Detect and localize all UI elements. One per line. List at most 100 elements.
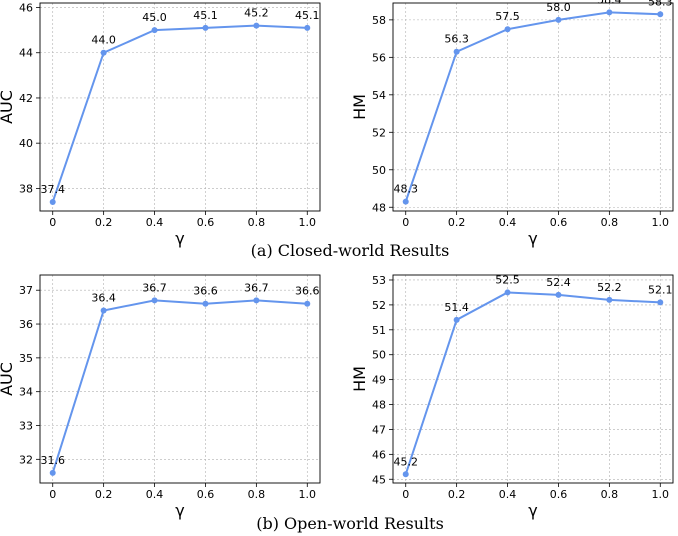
data-label: 36.4 (91, 292, 116, 305)
x-axis-label: γ (175, 229, 184, 248)
gridlines (393, 3, 673, 211)
data-label: 36.6 (193, 285, 218, 298)
data-point (151, 297, 158, 304)
data-label: 57.5 (495, 10, 520, 23)
x-tick-label: 1.0 (652, 216, 670, 229)
y-tick-label: 38 (19, 182, 33, 195)
caption-closed-world: (a) Closed-world Results (251, 241, 450, 260)
x-tick-label: 0.6 (550, 216, 568, 229)
y-tick-label: 33 (19, 420, 33, 433)
data-label: 58.0 (546, 1, 571, 14)
data-label: 44.0 (91, 34, 116, 47)
data-label: 45.2 (393, 455, 418, 468)
data-label: 36.6 (295, 285, 320, 298)
plot-frame (39, 274, 321, 484)
y-tick-label: 40 (19, 137, 33, 150)
data-point (657, 11, 664, 18)
data-label: 52.2 (597, 281, 622, 294)
data-label: 31.6 (40, 454, 65, 467)
series-line-auc (51, 299, 308, 474)
caption-open-world: (b) Open-world Results (256, 514, 444, 533)
chart-open-hm: 0 0.2 0.4 0.6 0.8 1.0 45 46 47 48 49 50 51 52 53 HM γ 45.… (350, 273, 674, 520)
x-tick-label: 0.2 (95, 488, 113, 501)
y-tick-label: 51 (372, 324, 386, 337)
data-label: 58.3 (648, 0, 673, 8)
data-label: 45.0 (142, 11, 167, 24)
y-tick-label: 48 (372, 201, 386, 214)
data-label: 36.7 (142, 281, 167, 294)
data-point (253, 22, 260, 29)
x-axis-label: γ (528, 501, 537, 520)
y-axis-label: HM (350, 94, 369, 120)
data-point (504, 26, 511, 33)
gridlines (40, 275, 320, 483)
y-tick-label: 37 (19, 284, 33, 297)
data-point (151, 27, 158, 34)
plot-frame (392, 274, 674, 484)
data-point (253, 297, 260, 304)
gridlines (40, 3, 320, 211)
x-tick-label: 1.0 (299, 488, 317, 501)
y-tick-label: 53 (372, 274, 386, 287)
x-tick-label: 0.8 (601, 216, 619, 229)
x-tick-label: 0 (402, 216, 409, 229)
data-label: 52.4 (546, 276, 571, 289)
gridlines (393, 275, 673, 483)
data-point (100, 49, 107, 56)
x-tick-label: 0.4 (499, 216, 517, 229)
y-tick-label: 42 (19, 92, 33, 105)
x-axis-label: γ (175, 501, 184, 520)
data-point (304, 300, 311, 307)
y-tick-label: 32 (19, 453, 33, 466)
x-tick-label: 0.6 (197, 488, 215, 501)
data-point (606, 296, 613, 303)
x-tick-label: 0.6 (550, 488, 568, 501)
y-tick-label: 52 (372, 299, 386, 312)
data-point (606, 9, 613, 16)
x-tick-label: 0.8 (601, 488, 619, 501)
data-point (100, 307, 107, 314)
y-tick-label: 50 (372, 349, 386, 362)
y-axis-label: AUC (0, 90, 16, 124)
y-tick-label: 48 (372, 399, 386, 412)
x-tick-label: 0 (402, 488, 409, 501)
x-tick-label: 1.0 (652, 488, 670, 501)
x-axis-label: γ (528, 229, 537, 248)
x-tick-label: 0.6 (197, 216, 215, 229)
x-tick-label: 0.4 (146, 488, 164, 501)
data-point (504, 289, 511, 296)
data-label: 52.1 (648, 283, 673, 296)
x-tick-label: 0.2 (95, 216, 113, 229)
data-label: 52.5 (495, 273, 520, 286)
x-tick-label: 1.0 (299, 216, 317, 229)
data-point (304, 24, 311, 31)
data-label: 58.4 (597, 0, 622, 6)
x-tick-label: 0 (49, 488, 56, 501)
y-tick-label: 52 (372, 126, 386, 139)
y-tick-label: 56 (372, 51, 386, 64)
series-line-auc (51, 24, 308, 203)
y-tick-label: 50 (372, 164, 386, 177)
data-label: 37.4 (40, 183, 65, 196)
data-label: 56.3 (444, 33, 469, 46)
y-tick-label: 45 (372, 473, 386, 486)
data-label: 45.1 (193, 9, 218, 22)
data-label: 45.1 (295, 9, 320, 22)
x-tick-label: 0.2 (448, 216, 466, 229)
y-axis-label: AUC (0, 362, 16, 396)
data-label: 51.4 (444, 301, 469, 314)
y-tick-label: 54 (372, 89, 386, 102)
y-tick-label: 49 (372, 374, 386, 387)
chart-closed-hm: 0 0.2 0.4 0.6 0.8 1.0 48 50 52 54 56 58 HM γ 48.3 56.3 5… (350, 0, 674, 248)
y-tick-label: 47 (372, 423, 386, 436)
y-tick-label: 46 (19, 2, 33, 15)
data-point (657, 299, 664, 306)
data-point (402, 198, 409, 205)
x-tick-label: 0.4 (146, 216, 164, 229)
data-point (49, 198, 56, 205)
data-point (202, 300, 209, 307)
x-tick-label: 0.2 (448, 488, 466, 501)
data-point (202, 24, 209, 31)
series-line-hm (404, 291, 661, 475)
